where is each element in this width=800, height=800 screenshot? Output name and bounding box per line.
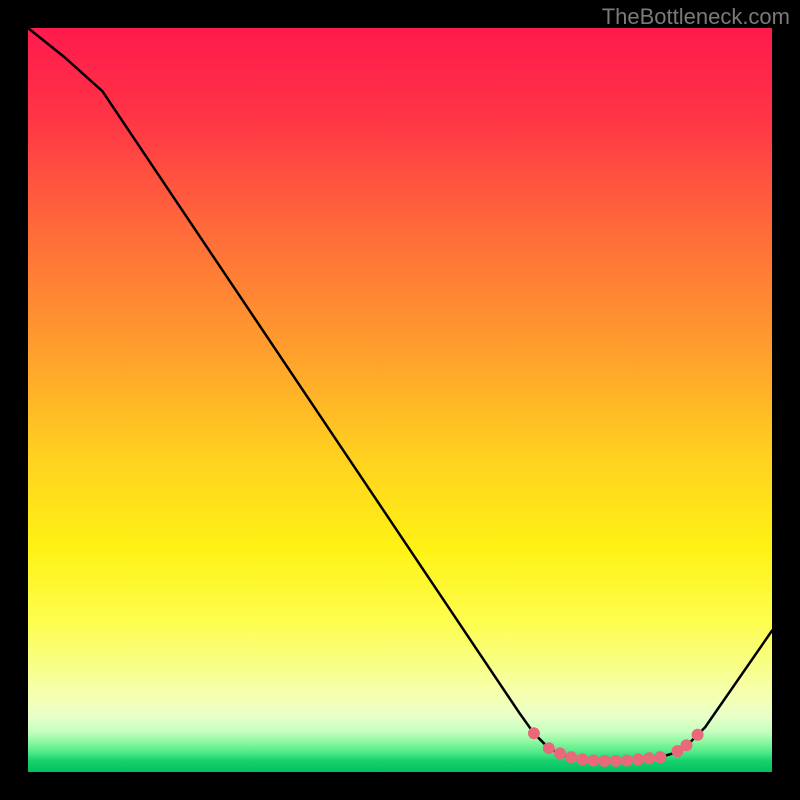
watermark-text: TheBottleneck.com (602, 4, 790, 30)
marker-dot (566, 752, 577, 763)
marker-dot (655, 752, 666, 763)
marker-dot (543, 743, 554, 754)
marker-dot (681, 740, 692, 751)
marker-dot (528, 728, 539, 739)
marker-dot (554, 748, 565, 759)
chart-frame: TheBottleneck.com (0, 0, 800, 800)
marker-dot (644, 753, 655, 764)
marker-dot (577, 754, 588, 765)
marker-dot (610, 755, 621, 766)
marker-dot (621, 755, 632, 766)
marker-dot (588, 755, 599, 766)
marker-dot (633, 754, 644, 765)
marker-dot (692, 729, 703, 740)
plot-background (28, 28, 772, 772)
marker-dot (599, 755, 610, 766)
chart-svg (0, 0, 800, 800)
